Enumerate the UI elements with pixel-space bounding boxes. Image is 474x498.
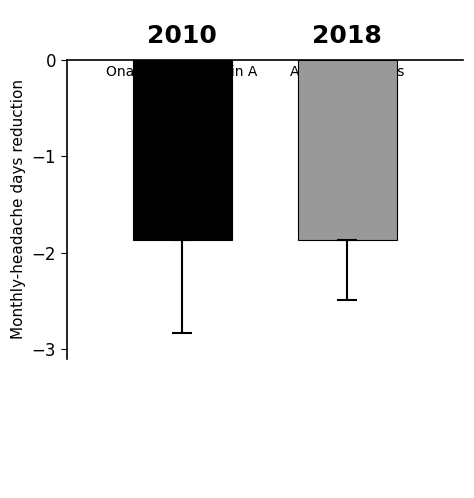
Text: 2018: 2018 [312,24,382,48]
Bar [298,60,397,240]
Y-axis label: Monthly-headache days reduction: Monthly-headache days reduction [11,79,26,339]
Text: 2010: 2010 [147,24,217,48]
Bar [133,60,232,240]
